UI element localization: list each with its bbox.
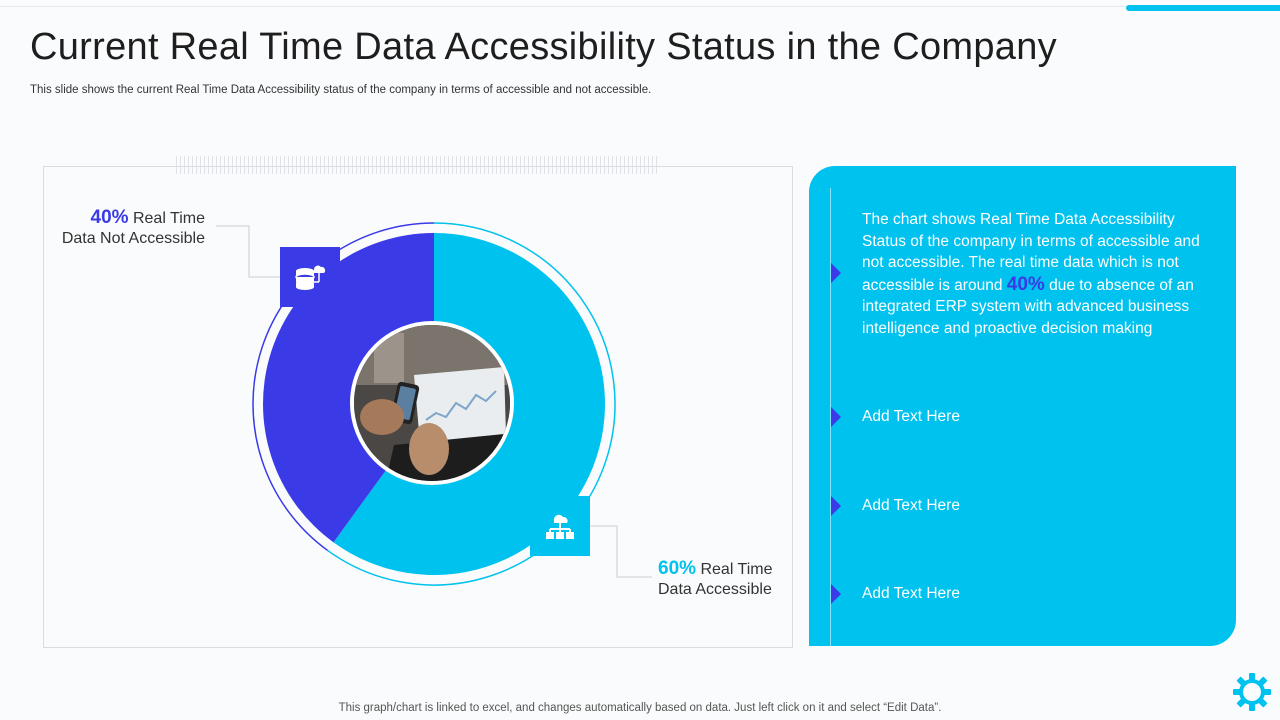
text-item: Add Text Here <box>862 585 960 602</box>
panel-divider <box>830 188 831 646</box>
slide-title: Current Real Time Data Accessibility Sta… <box>30 26 1057 68</box>
highlight-percent: 40% <box>1006 273 1045 295</box>
network-hierarchy-icon <box>530 496 590 556</box>
pct-accessible: 60% <box>658 558 697 579</box>
bullet-arrow-icon <box>831 407 841 427</box>
bullet-arrow-icon <box>831 584 841 604</box>
main-description: The chart shows Real Time Data Accessibi… <box>862 209 1217 339</box>
gear-icon <box>1233 673 1271 711</box>
panel-hatch-decoration <box>176 156 660 174</box>
text-item: Add Text Here <box>862 497 960 514</box>
database-cloud-icon <box>280 247 340 307</box>
laptop-photo <box>350 321 514 485</box>
leader-line-not-accessible <box>216 225 280 278</box>
footer-note: This graph/chart is linked to excel, and… <box>338 702 942 714</box>
slice-not-accessible[interactable] <box>263 233 434 543</box>
main-description-text-end: due to absence of an integrated ERP syst… <box>862 276 1194 337</box>
bullet-arrow-icon <box>831 263 841 283</box>
slide-subtitle: This slide shows the current Real Time D… <box>30 84 652 96</box>
text-item: Add Text Here <box>862 408 960 425</box>
pct-not-accessible: 40% <box>90 207 129 228</box>
main-description-text: The chart shows Real Time Data Accessibi… <box>862 211 1200 294</box>
top-accent-bar <box>1126 5 1280 11</box>
ring-arc-not-accessible <box>252 222 435 552</box>
label-accessible-line1: Real Time <box>696 561 773 578</box>
leader-line-accessible <box>590 525 652 578</box>
label-not-accessible: 40% Real Time Data Not Accessible <box>40 208 205 249</box>
ring-arc-accessible <box>327 222 616 586</box>
bullet-arrow-icon <box>831 496 841 516</box>
description-panel: The chart shows Real Time Data Accessibi… <box>809 166 1236 646</box>
label-accessible: 60% Real Time Data Accessible <box>658 559 798 600</box>
top-divider <box>0 6 1280 7</box>
label-accessible-line2: Data Accessible <box>658 581 772 598</box>
label-not-accessible-line2: Data Not Accessible <box>61 230 205 247</box>
label-not-accessible-line1: Real Time <box>128 210 205 227</box>
